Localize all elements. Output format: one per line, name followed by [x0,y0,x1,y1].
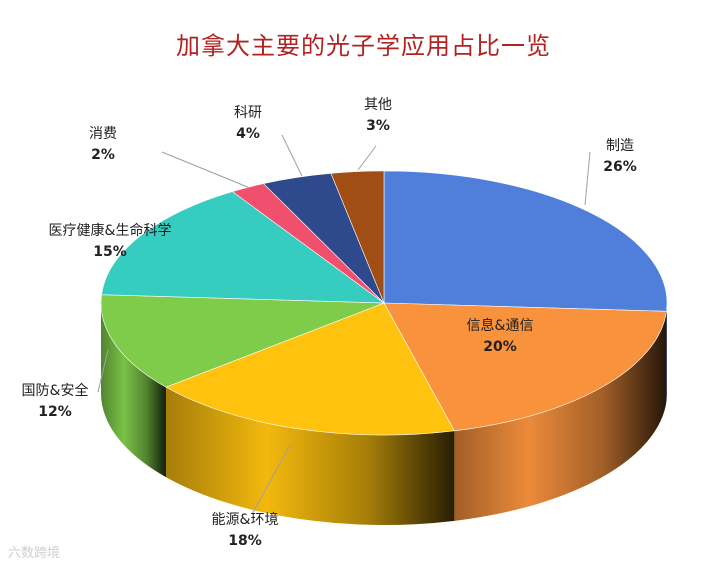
leader-line-其他 [357,145,377,171]
slice-label-消费: 消费 [89,126,117,142]
leader-line-科研 [281,134,303,177]
slice-label-能源-环境: 能源&环境 [212,512,279,528]
leader-line-国防-安全 [97,349,109,393]
chart-title: 加拿大主要的光子学应用占比一览 [176,32,551,60]
slice-value-信息-通信: 20% [483,339,517,355]
slice-label-科研: 科研 [234,105,262,121]
slice-label-国防-安全: 国防&安全 [22,382,89,399]
pie-slice-医疗健康-生命科学 [101,191,385,304]
slice-label-信息-通信: 信息&通信 [467,317,534,334]
slice-label-医疗健康-生命科学: 医疗健康&生命科学 [49,222,172,239]
slice-value-其他: 3% [366,118,390,134]
pie-side-shade-能源-环境 [165,387,455,525]
slice-value-国防-安全: 12% [38,404,72,420]
pie-slice-其他 [330,170,385,304]
pie-slice-能源-环境 [165,302,455,436]
slice-value-能源-环境: 18% [228,533,262,549]
pie-side-shade-制造 [666,303,667,402]
leader-line-消费 [161,151,251,189]
slice-value-制造: 26% [603,159,637,175]
pie-slice-制造 [383,170,668,312]
slice-label-其他: 其他 [364,97,392,113]
pie-slice-国防-安全 [100,294,385,388]
watermark: 六数跨境 [8,546,61,561]
pie-side-shade-国防-安全 [101,303,166,478]
slice-value-医疗健康-生命科学: 15% [93,244,127,260]
slice-label-制造: 制造 [606,138,634,154]
leader-line-制造 [584,151,591,206]
leader-line-能源-环境 [251,444,291,515]
slice-value-消费: 2% [91,147,115,163]
pie-side-shade-信息-通信 [454,311,667,521]
slice-value-科研: 4% [236,126,260,142]
pie-slice-信息-通信 [383,302,667,432]
